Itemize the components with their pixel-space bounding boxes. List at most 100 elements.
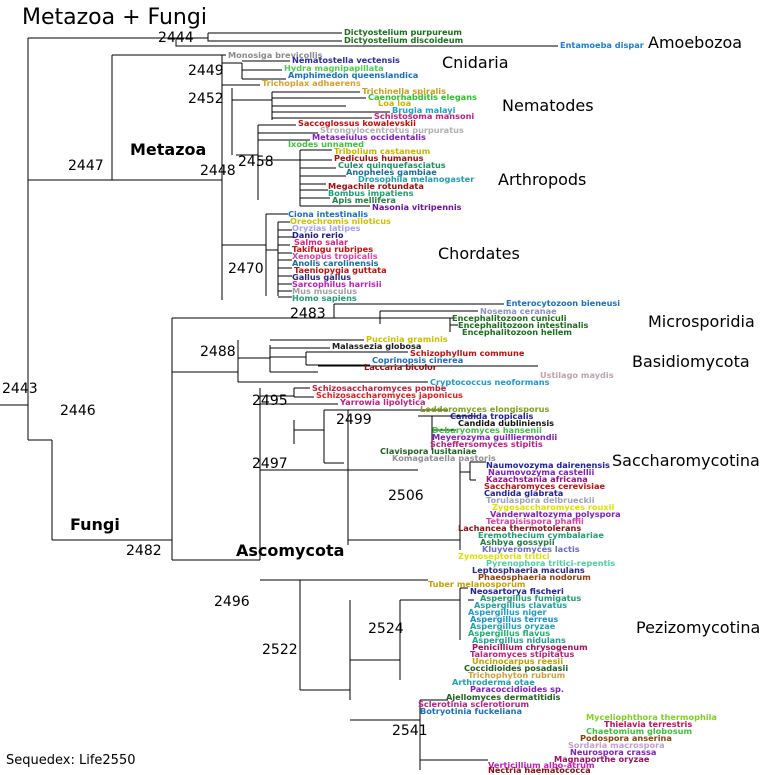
clade-label: Microsporidia xyxy=(648,312,755,331)
leaf-taxon-label: Encephalitozoon intestinalis xyxy=(458,320,589,330)
leaf-taxon-label: Candida glabrata xyxy=(484,488,563,498)
leaf-taxon-label: Schizophyllum commune xyxy=(410,348,525,358)
leaf-taxon-label: Talaromyces stipitatus xyxy=(470,649,574,659)
leaf-taxon-label: Malassezia globosa xyxy=(332,341,421,351)
clade-label: Amoebozoa xyxy=(648,33,742,52)
leaf-taxon-label: Puccinia graminis xyxy=(366,334,448,344)
leaf-taxon-label: Eremothecium cymbalariae xyxy=(478,530,604,540)
leaf-taxon-label: Laccaria bicolor xyxy=(364,362,438,372)
tree-branches xyxy=(0,32,558,770)
leaf-taxon-label: Pyrenophora tritici-repentis xyxy=(486,558,615,568)
clade-label: Basidiomycota xyxy=(632,352,750,371)
leaf-taxon-label: Aspergillus clavatus xyxy=(474,600,567,610)
leaf-taxon-label: Oryzias latipes xyxy=(292,223,361,233)
leaf-taxon-label: Saccoglossus kowalevskii xyxy=(298,118,416,128)
leaf-taxon-label: Cryptococcus neoformans xyxy=(430,377,550,387)
node-label: 2541 xyxy=(392,723,428,739)
leaf-taxon-label: Nasonia vitripennis xyxy=(372,202,462,212)
leaf-taxon-label: Pediculus humanus xyxy=(334,153,424,163)
leaf-taxon-label: Sclerotinia sclerotiorum xyxy=(418,699,529,709)
leaf-taxon-label: Aspergillus flavus xyxy=(468,628,550,638)
node-label: 2470 xyxy=(228,261,264,277)
leaf-taxon-label: Debaryomyces hansenii xyxy=(432,425,542,435)
leaf-taxon-label: Zygosaccharomyces rouxii xyxy=(492,502,614,512)
leaf-taxon-label: Brugia malayi xyxy=(392,105,456,115)
node-label: 2458 xyxy=(238,154,274,170)
leaf-taxon-label: Homo sapiens xyxy=(292,293,357,303)
clade-label: Fungi xyxy=(70,515,120,534)
node-label: 2482 xyxy=(126,543,162,559)
leaf-taxon-label: Tuber melanosporum xyxy=(428,579,525,589)
leaf-taxon-label: Myceliophthora thermophila xyxy=(586,712,717,722)
leaf-taxon-label: Kazachstania africana xyxy=(486,474,588,484)
leaf-taxon-label: Uncinocarpus reesii xyxy=(472,656,563,666)
leaf-taxon-label: Sordaria macrospora xyxy=(568,740,665,750)
leaf-taxon-label: Dictyostelium purpureum xyxy=(344,27,462,37)
clade-label: Ascomycota xyxy=(236,541,344,560)
clade-label: Chordates xyxy=(438,244,520,263)
leaf-taxon-label: Takifugu rubripes xyxy=(292,244,373,254)
leaf-taxon-label: Aspergillus niger xyxy=(468,607,548,617)
leaf-taxon-label: Komagataella pastoris xyxy=(392,453,496,463)
leaf-taxon-label: Kluyveromyces lactis xyxy=(482,544,580,554)
leaf-taxon-label: Coccidioides posadasii xyxy=(464,663,568,673)
clade-label: Saccharomycotina xyxy=(612,451,760,470)
leaf-taxon-label: Verticillium albo-atrum xyxy=(488,760,595,770)
leaf-taxon-label: Schizosaccharomyces japonicus xyxy=(316,390,463,400)
leaf-taxon-label: Neurospora crassa xyxy=(570,747,656,757)
clade-label: Cnidaria xyxy=(442,53,509,72)
leaf-taxon-label: Hydra magnipapillata xyxy=(284,63,384,73)
leaf-taxon-label: Ciona intestinalis xyxy=(288,209,368,219)
leaf-taxon-label: Dictyostelium discoideum xyxy=(344,35,463,45)
leaf-taxon-label: Lachancea thermotolerans xyxy=(458,523,581,533)
leaf-taxon-label: Trichophyton rubrum xyxy=(468,670,565,680)
leaf-taxon-label: Aspergillus oryzae xyxy=(470,621,556,631)
leaf-taxon-label: Thielavia terrestris xyxy=(604,719,692,729)
leaf-taxon-label: Nosema ceranae xyxy=(480,306,557,316)
leaf-taxon-label: Aspergillus nidulans xyxy=(472,635,566,645)
clade-label: Arthropods xyxy=(498,170,586,189)
leaf-taxon-label: Monosiga brevicollis xyxy=(228,50,323,60)
leaf-taxon-label: Clavispora lusitaniae xyxy=(380,446,477,456)
leaf-taxon-label: Trichinella spiralis xyxy=(362,86,446,96)
leaf-taxon-label: Metaseiulus occidentalis xyxy=(312,132,426,142)
leaf-taxon-label: Neosartorya fischeri xyxy=(470,586,564,596)
leaf-taxon-label: Ixodes unnamed xyxy=(288,139,364,149)
leaf-taxon-label: Schizosaccharomyces pombe xyxy=(312,383,447,393)
node-label: 2452 xyxy=(188,91,224,107)
clade-label: Pezizomycotina xyxy=(636,618,760,637)
leaf-taxon-label: Drosophila melanogaster xyxy=(358,174,475,184)
leaf-taxon-label: Torulaspora delbrueckii xyxy=(486,495,595,505)
node-label: 2448 xyxy=(200,163,236,179)
node-label: 2495 xyxy=(252,393,288,409)
leaf-taxon-label: Zymoseptoria tritici xyxy=(458,551,550,561)
leaf-taxon-label: Saccharomyces cerevisiae xyxy=(484,481,605,491)
leaf-taxon-label: Meyerozyma guilliermondii xyxy=(432,432,557,442)
leaf-taxon-label: Ustilago maydis xyxy=(540,370,614,380)
leaf-taxon-label: Ajellomyces dermatitidis xyxy=(446,692,561,702)
node-label: 2488 xyxy=(200,344,236,360)
leaf-taxon-label: Tribolium castaneum xyxy=(334,146,430,156)
leaf-taxon-label: Ashbya gossypii xyxy=(480,537,555,547)
leaf-taxon-label: Caenorhabditis elegans xyxy=(368,92,477,102)
leaf-taxon-label: Naumovozyma castellii xyxy=(488,467,594,477)
leaf-taxon-label: Leptosphaeria maculans xyxy=(472,565,585,575)
leaf-taxon-label: Penicillium chrysogenum xyxy=(472,642,588,652)
leaf-taxon-label: Apis mellifera xyxy=(332,195,396,205)
leaf-taxon-label: Taeniopygia guttata xyxy=(294,265,387,275)
leaf-taxon-label: Bombus impatiens xyxy=(328,188,414,198)
leaf-taxon-label: Magnaporthe oryzae xyxy=(554,754,650,764)
node-label: 2443 xyxy=(2,381,38,397)
leaf-taxon-label: Yarrowia lipolytica xyxy=(339,397,426,407)
node-label: 2444 xyxy=(158,30,194,46)
node-label: 2496 xyxy=(214,594,250,610)
leaf-taxon-label: Culex quinquefasciatus xyxy=(338,160,446,170)
leaf-taxon-label: Amphimedon queenslandica xyxy=(288,70,418,80)
leaf-taxon-label: Megachile rotundata xyxy=(328,181,424,191)
leaf-taxon-label: Nectria haematococca xyxy=(488,765,591,775)
node-label: 2447 xyxy=(68,158,104,174)
node-label: 2497 xyxy=(252,456,288,472)
leaf-taxon-label: Aspergillus terreus xyxy=(470,614,558,624)
